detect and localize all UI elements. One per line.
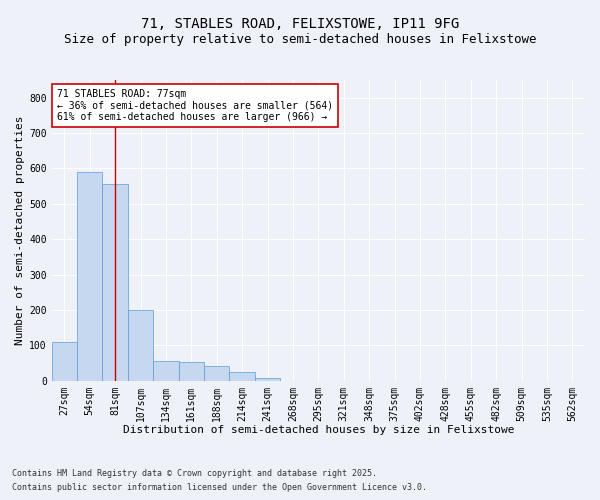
Y-axis label: Number of semi-detached properties: Number of semi-detached properties [15, 116, 25, 345]
Text: 71, STABLES ROAD, FELIXSTOWE, IP11 9FG: 71, STABLES ROAD, FELIXSTOWE, IP11 9FG [141, 18, 459, 32]
X-axis label: Distribution of semi-detached houses by size in Felixstowe: Distribution of semi-detached houses by … [122, 425, 514, 435]
Text: Contains public sector information licensed under the Open Government Licence v3: Contains public sector information licen… [12, 484, 427, 492]
Bar [128, 310, 153, 380]
Text: Contains HM Land Registry data © Crown copyright and database right 2025.: Contains HM Land Registry data © Crown c… [12, 468, 377, 477]
Text: 71 STABLES ROAD: 77sqm
← 36% of semi-detached houses are smaller (564)
61% of se: 71 STABLES ROAD: 77sqm ← 36% of semi-det… [57, 89, 333, 122]
Bar [153, 362, 179, 380]
Bar [179, 362, 204, 380]
Bar [52, 342, 77, 380]
Bar [204, 366, 229, 380]
Bar [229, 372, 255, 380]
Bar [77, 172, 103, 380]
Bar [103, 184, 128, 380]
Bar [255, 378, 280, 380]
Text: Size of property relative to semi-detached houses in Felixstowe: Size of property relative to semi-detach… [64, 32, 536, 46]
